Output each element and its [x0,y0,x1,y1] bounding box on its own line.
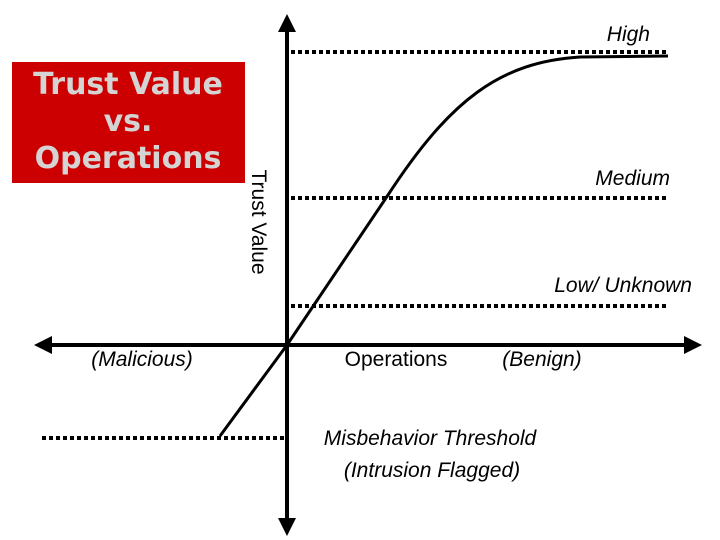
x-axis-label: Operations [345,348,448,371]
title-line: vs. [104,104,153,139]
title-line: Trust Value [33,67,223,102]
x-left-label: (Malicious) [91,348,193,371]
arrow-head [278,14,296,32]
threshold-label: (Intrusion Flagged) [344,459,520,482]
threshold-label: Misbehavior Threshold [324,427,538,450]
high-label: High [607,23,650,46]
title-line: Operations [35,141,222,176]
arrow-head [34,336,52,354]
y-axis-label: Trust Value [247,169,270,274]
trust-curve [218,54,669,437]
arrow-head [278,518,296,536]
medium-label: Medium [595,167,670,190]
x-right-label: (Benign) [502,348,581,371]
low-label: Low/ Unknown [554,274,692,297]
title-box [12,62,245,183]
arrow-head [684,336,702,354]
